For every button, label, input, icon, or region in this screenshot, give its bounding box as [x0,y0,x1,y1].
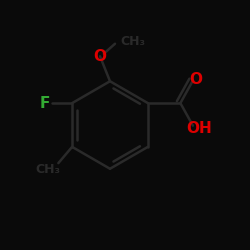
Text: F: F [40,96,50,110]
Text: CH₃: CH₃ [36,163,61,176]
Text: CH₃: CH₃ [120,35,145,48]
Text: O: O [94,49,106,64]
Text: O: O [189,72,202,87]
Text: OH: OH [186,121,212,136]
